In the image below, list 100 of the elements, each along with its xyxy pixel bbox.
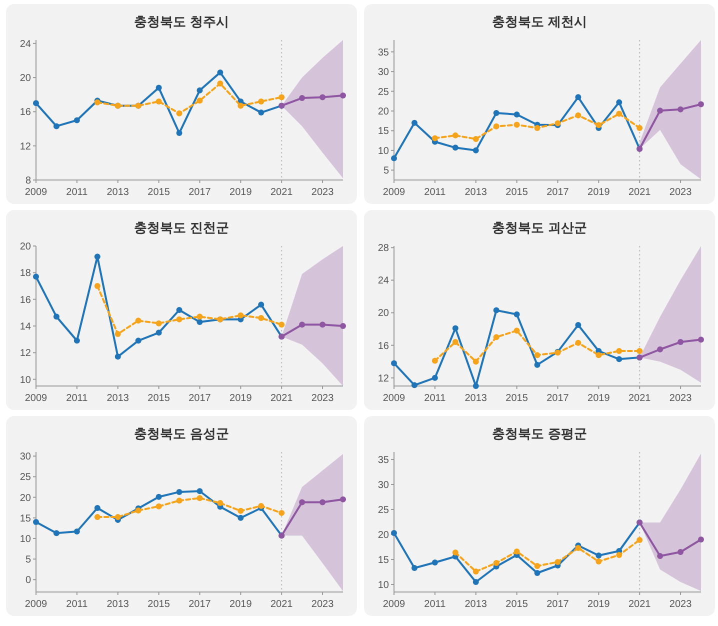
point xyxy=(258,502,264,509)
x-tick-label: 2021 xyxy=(270,187,294,198)
point xyxy=(340,323,346,329)
point xyxy=(432,374,438,381)
point xyxy=(534,570,540,576)
point xyxy=(176,110,182,116)
x-tick-label: 2009 xyxy=(382,187,406,198)
x-tick-label: 2013 xyxy=(106,599,130,610)
chart-title: 충청북도 괴산군 xyxy=(492,220,587,235)
point xyxy=(657,553,664,559)
point xyxy=(238,312,244,318)
x-tick-label: 2019 xyxy=(588,393,610,404)
point xyxy=(94,283,100,289)
x-tick-label: 2017 xyxy=(546,599,570,610)
chart-title: 충청북도 청주시 xyxy=(134,14,229,29)
x-tick-label: 2019 xyxy=(230,187,252,198)
point xyxy=(657,346,664,352)
point xyxy=(278,510,285,516)
point xyxy=(534,352,540,358)
point xyxy=(299,499,306,506)
x-tick-label: 2011 xyxy=(66,599,88,610)
x-tick-label: 2015 xyxy=(506,599,528,610)
point xyxy=(472,568,479,574)
x-tick-label: 2009 xyxy=(24,187,48,198)
point xyxy=(575,340,582,346)
point xyxy=(698,101,704,108)
point xyxy=(196,495,203,502)
point xyxy=(411,565,418,571)
point xyxy=(575,112,582,118)
x-tick-label: 2017 xyxy=(188,599,212,610)
point xyxy=(698,536,704,542)
point xyxy=(698,336,704,343)
point xyxy=(238,514,244,521)
point xyxy=(74,338,80,344)
y-tick-label: 35 xyxy=(378,455,390,466)
x-tick-label: 2011 xyxy=(424,187,446,198)
point xyxy=(196,488,203,494)
point xyxy=(493,334,500,340)
point xyxy=(176,307,182,313)
x-tick-label: 2023 xyxy=(669,393,692,404)
x-tick-label: 2013 xyxy=(106,187,130,198)
point xyxy=(575,322,582,328)
x-tick-label: 2023 xyxy=(669,187,692,198)
x-tick-label: 2017 xyxy=(546,393,570,404)
x-tick-label: 2023 xyxy=(311,599,334,610)
x-tick-label: 2013 xyxy=(464,599,488,610)
point xyxy=(514,548,520,554)
point xyxy=(94,514,100,520)
point xyxy=(278,94,285,100)
point xyxy=(616,348,622,354)
y-tick-label: 35 xyxy=(378,47,390,58)
x-tick-label: 2021 xyxy=(628,393,652,404)
y-tick-label: 0 xyxy=(25,575,32,586)
x-tick-label: 2011 xyxy=(424,393,446,404)
point xyxy=(74,528,80,534)
point xyxy=(616,99,622,106)
point xyxy=(340,496,346,502)
y-tick-label: 25 xyxy=(378,86,390,98)
point xyxy=(596,558,602,564)
y-tick-label: 25 xyxy=(378,505,390,516)
point xyxy=(472,136,479,142)
point xyxy=(452,339,458,346)
y-tick-label: 10 xyxy=(20,534,32,545)
point xyxy=(616,356,622,362)
point xyxy=(320,322,326,328)
x-tick-label: 2009 xyxy=(382,599,406,610)
point xyxy=(156,494,162,500)
point xyxy=(299,322,306,328)
y-tick-label: 12 xyxy=(20,348,32,360)
y-tick-label: 16 xyxy=(378,340,390,352)
chart-title: 충청북도 음성군 xyxy=(134,426,229,441)
x-tick-label: 2011 xyxy=(66,187,88,198)
point xyxy=(678,106,684,112)
point xyxy=(156,503,162,510)
point xyxy=(534,563,540,569)
y-tick-label: 24 xyxy=(20,38,32,50)
y-tick-label: 24 xyxy=(378,276,390,287)
x-tick-label: 2023 xyxy=(311,187,334,198)
point xyxy=(196,87,203,94)
point xyxy=(176,130,182,136)
x-tick-label: 2015 xyxy=(506,393,528,404)
y-tick-label: 16 xyxy=(20,294,32,306)
point xyxy=(596,552,602,558)
x-tick-label: 2009 xyxy=(24,393,48,404)
point xyxy=(596,122,602,128)
y-tick-label: 18 xyxy=(20,268,32,280)
x-tick-label: 2017 xyxy=(188,187,212,198)
point xyxy=(135,338,142,344)
y-tick-label: 15 xyxy=(20,513,32,524)
y-tick-label: 20 xyxy=(378,530,390,541)
y-tick-label: 28 xyxy=(378,243,390,254)
y-tick-label: 15 xyxy=(378,555,390,566)
point xyxy=(636,124,643,131)
point xyxy=(33,100,39,106)
x-tick-label: 2023 xyxy=(669,599,692,610)
y-tick-label: 14 xyxy=(20,322,32,332)
point xyxy=(678,339,684,346)
x-tick-label: 2013 xyxy=(464,393,488,404)
point xyxy=(156,330,162,336)
point xyxy=(196,314,203,320)
